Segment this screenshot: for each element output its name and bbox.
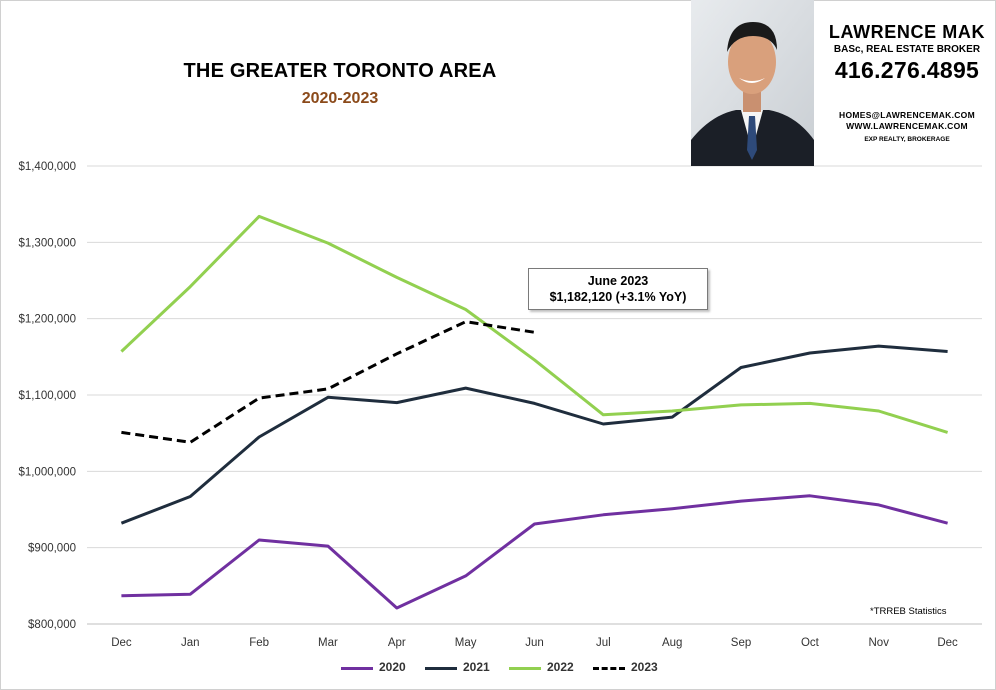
chart-subtitle: 2020-2023 [301, 90, 379, 107]
legend-swatch-2020 [341, 667, 373, 670]
x-axis-labels: Dec Jan Feb Mar Apr May Jun Jul Aug Sep Oct Nov Dec [111, 637, 958, 649]
x-tick-label: Mar [318, 637, 338, 649]
agent-phone: 416.276.4895 [834, 57, 980, 83]
gridlines [87, 165, 982, 625]
y-tick-label: $900,000 [28, 543, 76, 555]
x-tick-label: Jun [525, 637, 544, 649]
agent-info: LAWRENCE MAK BASc, REAL ESTATE BROKER 41… [822, 22, 992, 143]
y-axis-labels: $800,000 $900,000 $1,000,000 $1,100,000 $1,2… [18, 161, 76, 631]
legend-label-2021: 2021 [463, 660, 490, 674]
x-tick-label: Oct [801, 637, 820, 649]
source-footnote: *TRREB Statistics [870, 606, 947, 617]
x-tick-label: Dec [111, 637, 132, 649]
y-tick-label: $1,300,000 [18, 237, 76, 249]
y-tick-label: $1,000,000 [18, 466, 76, 478]
legend-label-2022: 2022 [547, 660, 574, 674]
agent-role: BASc, REAL ESTATE BROKER [833, 44, 981, 55]
x-tick-label: Aug [662, 637, 682, 649]
y-tick-label: $1,100,000 [18, 390, 76, 402]
x-tick-label: Apr [388, 637, 406, 649]
agent-brokerage: EXP REALTY, BROKERAGE [864, 136, 950, 143]
callout-title: June 2023 [587, 274, 649, 288]
x-tick-label: Jul [596, 637, 611, 649]
x-tick-label: Feb [249, 637, 269, 649]
legend-label-2020: 2020 [379, 660, 406, 674]
callout-box: June 2023 $1,182,120 (+3.1% YoY) [528, 268, 708, 310]
y-tick-label: $800,000 [28, 619, 76, 631]
callout-value: $1,182,120 (+3.1% YoY) [549, 290, 687, 304]
x-tick-label: Nov [869, 637, 890, 649]
agent-email: HOMES@LAWRENCEMAK.COM [839, 110, 975, 120]
chart-title: THE GREATER TORONTO AREA [183, 60, 497, 82]
legend-label-2023: 2023 [631, 660, 658, 674]
series-line-2020 [121, 494, 948, 610]
x-tick-label: May [455, 637, 477, 649]
agent-photo [691, 0, 814, 166]
agent-website: WWW.LAWRENCEMAK.COM [846, 121, 968, 131]
legend-swatch-2021 [425, 667, 457, 670]
series-line-2023 [121, 320, 535, 444]
series-line-2021 [120, 344, 948, 525]
series-line-2022 [120, 214, 949, 434]
x-tick-label: Dec [937, 637, 958, 649]
x-tick-label: Sep [731, 637, 751, 649]
agent-name: LAWRENCE MAK [828, 22, 986, 42]
legend-swatch-2023 [593, 667, 625, 670]
x-tick-label: Jan [181, 637, 200, 649]
y-tick-label: $1,200,000 [18, 314, 76, 326]
series-lines [120, 214, 949, 610]
legend-swatch-2022 [509, 667, 541, 670]
y-tick-label: $1,400,000 [18, 161, 76, 173]
